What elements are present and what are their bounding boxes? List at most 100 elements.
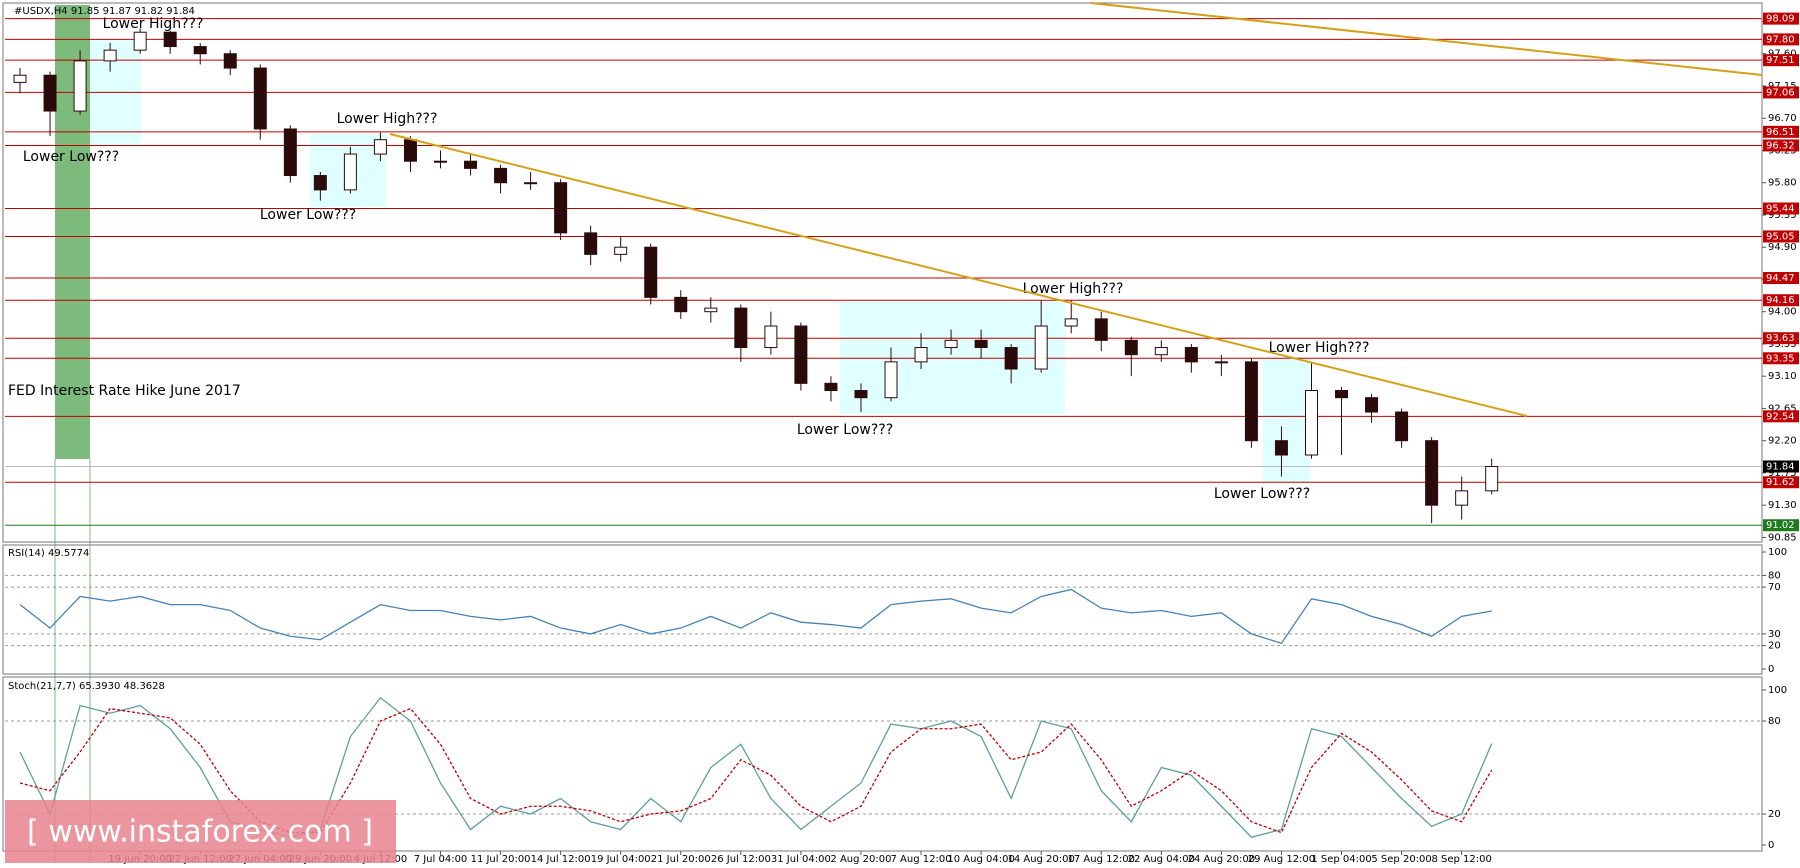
- x-tick-label: 19 Jul 04:00: [591, 854, 651, 865]
- level-label: 91.02: [1766, 520, 1795, 531]
- y-tick-label: 20: [1768, 809, 1781, 820]
- candle-body: [283, 128, 297, 177]
- y-tick-label: 92.65: [1768, 403, 1797, 414]
- x-tick-label: 5 Sep 20:00: [1371, 854, 1431, 865]
- x-tick-label: 17 Aug 12:00: [1068, 854, 1135, 865]
- level-label: 93.63: [1766, 333, 1795, 344]
- candle-body: [1064, 318, 1078, 327]
- y-tick-label: 100: [1768, 547, 1787, 558]
- y-tick-label: 91.30: [1768, 500, 1797, 511]
- level-box: [1763, 12, 1799, 25]
- x-tick-label: 14 Aug 20:00: [1007, 854, 1074, 865]
- annotation: Lower Low???: [797, 422, 893, 438]
- candle-body: [1304, 390, 1318, 456]
- candle-body: [163, 31, 177, 48]
- candle-body: [433, 160, 447, 163]
- level-box: [1763, 519, 1799, 532]
- level-box: [1763, 33, 1799, 46]
- candle-body: [403, 139, 417, 162]
- candle-body: [313, 175, 327, 191]
- level-label: 92.54: [1766, 411, 1795, 422]
- rsi-panel-frame: [2, 544, 1763, 675]
- level-label: 97.06: [1766, 87, 1795, 98]
- candle-body: [1184, 347, 1198, 363]
- x-tick-label: 22 Aug 04:00: [1128, 854, 1195, 865]
- candle-body: [1124, 339, 1138, 356]
- y-tick-label: 92.20: [1768, 436, 1797, 447]
- x-tick-label: 14 Jul 12:00: [531, 854, 591, 865]
- candle-body: [884, 361, 898, 399]
- y-tick-label: 80: [1768, 716, 1781, 727]
- candle-body: [704, 307, 718, 313]
- candle-body: [223, 53, 237, 69]
- x-tick-label: 10 Aug 04:00: [947, 854, 1014, 865]
- annotation: FED Interest Rate Hike June 2017: [8, 383, 241, 399]
- candle-body: [1274, 440, 1288, 456]
- candle-body: [824, 382, 838, 392]
- candle-body: [1395, 411, 1409, 442]
- x-tick-label: 7 Aug 12:00: [891, 854, 952, 865]
- y-tick-label: 100: [1768, 685, 1787, 696]
- candle-body: [524, 182, 538, 185]
- plot-layer: 98.0597.6097.1596.7096.2595.8095.3594.90…: [5, 12, 1799, 865]
- level-label: 97.80: [1766, 34, 1795, 45]
- level-box: [1763, 294, 1799, 307]
- y-tick-label: 96.70: [1768, 113, 1797, 124]
- level-box: [1763, 476, 1799, 489]
- annotation: Lower Low???: [23, 149, 119, 165]
- level-label: 91.62: [1766, 477, 1795, 488]
- y-tick-label: 30: [1768, 629, 1781, 640]
- candle-body: [644, 246, 658, 298]
- level-box: [1763, 410, 1799, 423]
- level-label: 94.47: [1766, 273, 1795, 284]
- trend-line: [389, 133, 1528, 417]
- candle-body: [974, 339, 988, 349]
- y-tick-label: 93.55: [1768, 339, 1797, 350]
- stoch-title: Stoch(21,7,7) 65.3930 48.3628: [8, 681, 165, 692]
- price-panel-frame: [2, 2, 1763, 543]
- y-tick-label: 70: [1768, 582, 1781, 593]
- candle-body: [1244, 361, 1258, 442]
- level-box: [1763, 139, 1799, 152]
- candle-body: [43, 74, 57, 112]
- indicator-line: [19, 588, 1492, 645]
- x-tick-label: 8 Sep 12:00: [1431, 854, 1491, 865]
- x-tick-label: 2 Aug 20:00: [830, 854, 891, 865]
- candle-body: [373, 139, 387, 155]
- annotation: Lower High???: [103, 16, 204, 32]
- annotation: Lower High???: [337, 111, 438, 127]
- annotation: Lower Low???: [260, 207, 356, 223]
- candle-body: [584, 232, 598, 255]
- watermark-text: [ www.instaforex.com ]: [27, 815, 373, 850]
- y-tick-label: 90.85: [1768, 532, 1797, 543]
- level-label: 97.51: [1766, 55, 1795, 66]
- watermark: [ www.instaforex.com ]: [5, 800, 396, 863]
- level-box: [1763, 86, 1799, 99]
- y-tick-label: 94.00: [1768, 307, 1797, 318]
- y-tick-label: 95.80: [1768, 178, 1797, 189]
- candle-body: [494, 167, 508, 184]
- stoch-panel-frame: [2, 676, 1763, 852]
- y-tick-label: 0: [1768, 840, 1774, 851]
- candle-body: [1335, 390, 1349, 399]
- candle-body: [614, 246, 628, 255]
- level-box: [1763, 272, 1799, 285]
- candle-body: [13, 74, 27, 83]
- candle-body: [854, 390, 868, 399]
- level-box: [1763, 125, 1799, 138]
- level-label: 98.09: [1766, 14, 1795, 25]
- x-tick-label: 11 Jul 20:00: [471, 854, 531, 865]
- highlight-box: [1263, 359, 1310, 482]
- y-tick-label: 93.10: [1768, 371, 1797, 382]
- level-label: 96.51: [1766, 127, 1795, 138]
- x-tick-label: 21 Jul 20:00: [651, 854, 711, 865]
- x-tick-label: 7 Jul 04:00: [414, 854, 468, 865]
- watermark-box: [5, 800, 396, 863]
- level-label: 94.16: [1766, 295, 1795, 306]
- level-box: [1763, 202, 1799, 215]
- candle-body: [764, 325, 778, 349]
